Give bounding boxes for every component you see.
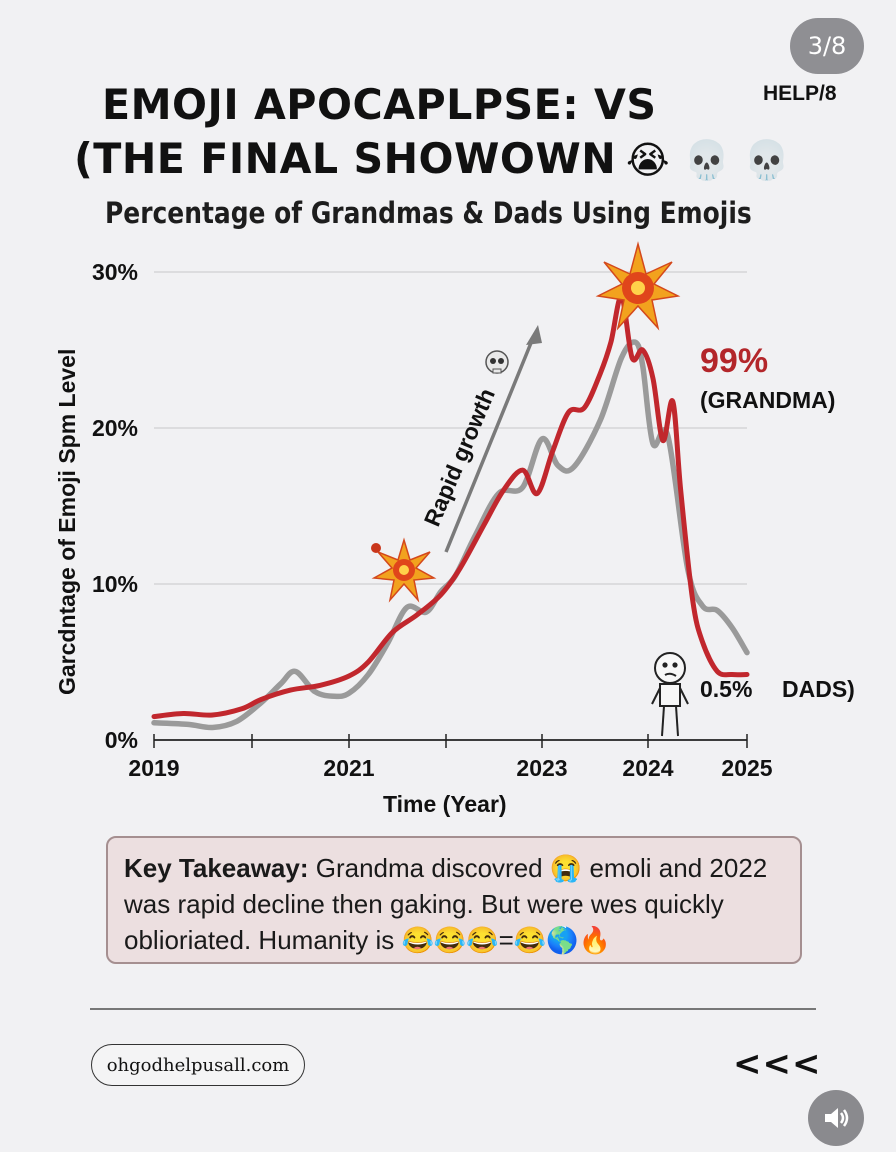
x-tick-label: 2023 bbox=[516, 755, 567, 781]
y-axis-title: Garcdntage of Emoji Spm Level bbox=[54, 349, 80, 695]
title-line-2: (THE FINAL SHOWOWN 😭 💀 💀 bbox=[74, 134, 791, 183]
explosion-icon-small bbox=[371, 543, 381, 553]
y-tick-label: 10% bbox=[92, 571, 138, 597]
key-takeaway-box: Key Takeaway: Grandma discovred 😭 emoli … bbox=[106, 836, 802, 964]
y-tick-label: 30% bbox=[92, 259, 138, 285]
axes: 0% 10% 20% 30% 2019 2021 2023 2024 2025 bbox=[92, 259, 773, 781]
series-lines bbox=[151, 294, 750, 731]
chart-subtitle: Percentage of Grandmas & Dads Using Emoj… bbox=[105, 196, 752, 230]
explosion-icon bbox=[371, 537, 437, 603]
explosion-icon-peak bbox=[595, 241, 681, 331]
x-tick-label: 2024 bbox=[622, 755, 673, 781]
stick-figure-icon bbox=[651, 652, 689, 737]
speaker-icon bbox=[825, 1108, 849, 1128]
dads-value: 0.5% bbox=[700, 676, 752, 702]
x-tick-label: 2025 bbox=[721, 755, 772, 781]
grandma-series-line bbox=[151, 294, 750, 720]
x-axis-title: Time (Year) bbox=[383, 791, 507, 817]
y-tick-label: 0% bbox=[105, 727, 138, 753]
divider bbox=[90, 1008, 816, 1010]
back-button[interactable]: <<< bbox=[733, 1044, 822, 1084]
site-link[interactable]: ohgodhelpusall.com bbox=[91, 1044, 305, 1086]
grandma-value: 99% bbox=[700, 342, 768, 380]
title-emojis: 😭 💀 💀 bbox=[626, 138, 791, 182]
title-line-2-text: (THE FINAL SHOWOWN bbox=[74, 134, 617, 183]
dads-label: DADS) bbox=[782, 676, 855, 702]
page-indicator: 3/8 bbox=[790, 18, 864, 74]
x-tick-label: 2019 bbox=[128, 755, 179, 781]
grandma-label: (GRANDMA) bbox=[700, 387, 835, 413]
growth-arrow bbox=[444, 325, 542, 553]
dads-series-line bbox=[151, 339, 750, 731]
takeaway-text: Grandma discovred 😭 emoli and 2022 was r… bbox=[124, 853, 768, 955]
y-tick-label: 20% bbox=[92, 415, 138, 441]
skull-icon bbox=[485, 350, 509, 374]
sound-button[interactable] bbox=[808, 1090, 864, 1146]
takeaway-label: Key Takeaway: bbox=[124, 853, 309, 883]
help-label: HELP/8 bbox=[763, 82, 837, 105]
x-tick-label: 2021 bbox=[323, 755, 374, 781]
title-line-1: EMOJI APOCAPLPSE: VS bbox=[102, 80, 657, 129]
